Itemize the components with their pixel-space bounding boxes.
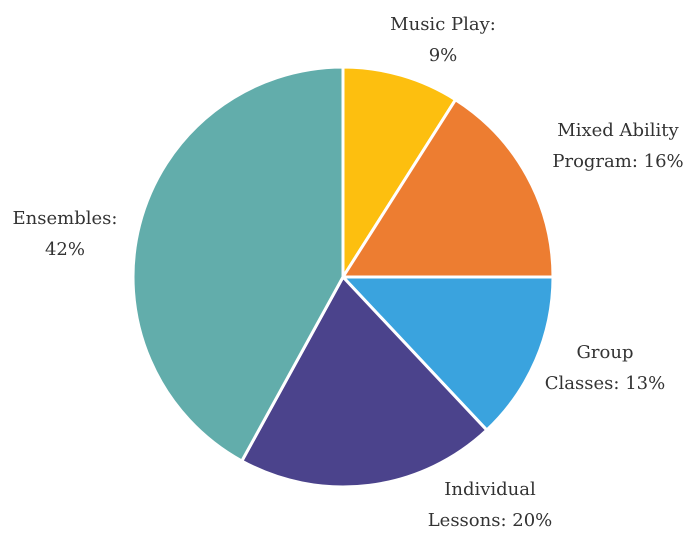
slice-label-line: 9% (429, 45, 458, 66)
slice-label-line: Individual (444, 479, 536, 500)
pie-slice-ensembles (131, 65, 345, 463)
slice-label-line: Music Play: (390, 14, 496, 35)
slice-label-line: 42% (45, 239, 85, 260)
slice-label-line: Classes: 13% (545, 373, 665, 394)
slice-label-mixed-ability-program: Mixed Ability Program: 16% (552, 120, 683, 172)
slice-label-music-play: Music Play: 9% (390, 14, 496, 66)
slice-label-individual-lessons: Individual Lessons: 20% (428, 479, 553, 531)
slice-label-ensembles: Ensembles: 42% (13, 208, 118, 260)
slice-label-line: Lessons: 20% (428, 510, 553, 531)
slice-label-line: Program: 16% (552, 151, 683, 172)
slice-label-line: Mixed Ability (557, 120, 679, 141)
slice-label-line: Group (577, 342, 634, 363)
pie-slice-individual-lessons (240, 275, 489, 489)
pie-labels: Music Play: 9% Mixed Ability Program: 16% Gr… (13, 14, 684, 531)
slice-label-line: Ensembles: (13, 208, 118, 229)
slice-label-group-classes: Group Classes: 13% (545, 342, 665, 394)
pie-slice-music-play (341, 65, 458, 279)
pie-slice-group-classes (341, 275, 555, 432)
pie-slice-mixed-ability-program (341, 98, 555, 279)
pie-slices (131, 65, 555, 489)
